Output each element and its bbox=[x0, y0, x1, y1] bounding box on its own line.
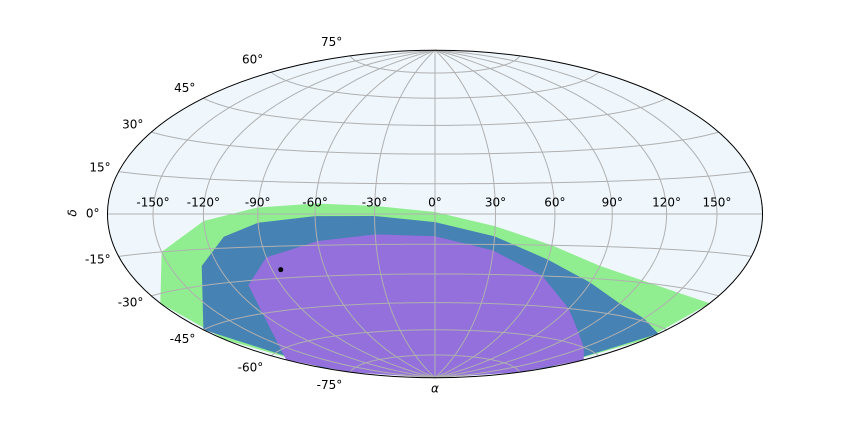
y-tick-label: 30° bbox=[122, 118, 143, 132]
x-tick-label: 60° bbox=[544, 196, 565, 210]
parallel-grid-line bbox=[270, 71, 600, 99]
parallel-grid-line bbox=[203, 97, 667, 126]
y-tick-label: 15° bbox=[89, 160, 110, 174]
parallel-grid-line bbox=[349, 354, 521, 373]
parallel-grid-line bbox=[151, 131, 719, 155]
parallel-grid-line bbox=[118, 171, 752, 185]
y-tick-label: -45° bbox=[170, 332, 196, 346]
y-tick-label: -60° bbox=[238, 360, 264, 374]
x-tick-label: 30° bbox=[485, 196, 506, 210]
y-tick-label: 60° bbox=[242, 53, 263, 67]
x-tick-label: -30° bbox=[362, 196, 388, 210]
y-axis-label: δ bbox=[66, 209, 80, 216]
y-tick-label: 45° bbox=[174, 81, 195, 95]
x-tick-label: -120° bbox=[187, 196, 220, 210]
parallel-grid-line bbox=[151, 273, 719, 297]
x-tick-label: -150° bbox=[136, 196, 169, 210]
parallel-grid-line bbox=[118, 243, 752, 257]
parallel-grid-line bbox=[270, 329, 600, 357]
x-tick-label: -90° bbox=[245, 196, 271, 210]
x-tick-label: 120° bbox=[652, 196, 681, 210]
parallel-grid-line bbox=[203, 302, 667, 331]
x-tick-label: 90° bbox=[602, 196, 623, 210]
x-tick-label: 150° bbox=[703, 196, 732, 210]
confidence-region bbox=[248, 234, 584, 378]
y-tick-label: -15° bbox=[85, 253, 111, 267]
y-tick-label: 75° bbox=[321, 35, 342, 49]
y-tick-label: 0° bbox=[86, 207, 100, 221]
source-point bbox=[278, 267, 284, 273]
x-tick-label: 0° bbox=[428, 196, 442, 210]
map-boundary bbox=[106, 49, 764, 379]
parallel-grid-line bbox=[349, 55, 521, 74]
x-axis-label: α bbox=[431, 382, 439, 396]
x-tick-label: -60° bbox=[302, 196, 328, 210]
y-tick-label: -75° bbox=[317, 378, 343, 392]
y-tick-label: -30° bbox=[118, 295, 144, 309]
